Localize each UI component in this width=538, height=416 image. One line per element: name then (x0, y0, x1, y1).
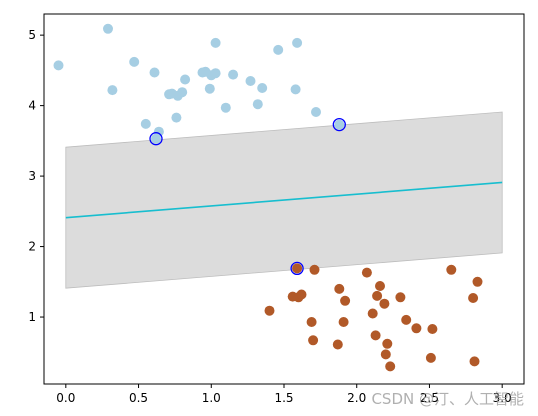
data-point-class-b (425, 352, 436, 363)
x-tick-label: 0.5 (129, 391, 148, 405)
data-point-class-b (296, 289, 307, 300)
data-point-class-b (370, 330, 381, 341)
data-point-class-b (411, 323, 422, 334)
data-point-class-b (361, 267, 372, 278)
data-point-class-a (210, 68, 221, 79)
data-point-class-b (367, 308, 378, 319)
data-point-class-b (379, 298, 390, 309)
data-point-class-b (427, 324, 438, 334)
data-point-class-b (469, 356, 480, 367)
data-point-class-a (334, 119, 345, 130)
y-tick-label: 1 (28, 310, 36, 324)
data-point-class-b (340, 295, 351, 306)
support-vector-marker (332, 117, 346, 132)
data-point-class-b (446, 264, 457, 275)
axes: 0.0 0.5 1.0 1.5 2.0 2.5 3.0 1 2 3 4 5 (28, 13, 525, 405)
y-tick-label: 5 (28, 28, 36, 42)
data-point-class-a (311, 107, 321, 117)
data-point-class-a (245, 76, 256, 86)
data-point-class-b (332, 339, 343, 350)
data-point-class-a (53, 60, 64, 71)
plot-area (53, 23, 503, 372)
data-point-class-b (334, 283, 345, 294)
data-point-class-a (103, 23, 113, 34)
watermark-text: CSDN @汀、人工智能 (371, 390, 524, 408)
data-point-class-b (292, 263, 303, 274)
data-point-class-b (372, 290, 383, 301)
data-point-class-b (338, 317, 349, 327)
data-point-class-a (210, 37, 221, 48)
support-vector-marker (149, 132, 163, 146)
data-point-class-b (401, 314, 412, 325)
data-point-class-a (177, 87, 188, 98)
data-point-class-b (472, 276, 483, 287)
data-point-class-a (107, 85, 118, 96)
x-tick-label: 1.5 (274, 391, 293, 405)
data-point-class-a (252, 99, 263, 110)
data-point-class-b (308, 335, 319, 346)
support-vector-marker (290, 261, 304, 276)
x-tick-label: 3.0 (493, 391, 512, 405)
decision-boundary-line (65, 181, 503, 219)
data-point-class-a (220, 102, 231, 113)
x-tick-label: 1.0 (202, 391, 221, 405)
data-point-class-b (395, 292, 406, 303)
data-point-class-b (385, 361, 396, 372)
data-point-class-b (309, 264, 320, 275)
data-point-class-a (290, 84, 301, 95)
data-point-class-a (273, 44, 284, 55)
data-point-class-a (228, 69, 239, 80)
data-point-class-a (180, 74, 191, 85)
data-point-class-a (151, 133, 161, 144)
y-tick-label: 3 (28, 169, 36, 183)
data-point-class-b (264, 305, 275, 316)
x-tick-label: 2.0 (347, 391, 366, 405)
data-point-class-a (292, 37, 303, 48)
data-point-class-a (257, 83, 268, 93)
y-tick-label: 4 (28, 99, 36, 113)
data-point-class-b (375, 281, 385, 291)
x-tick-label: 2.5 (420, 391, 439, 405)
data-point-class-b (382, 338, 393, 349)
x-tick-label: 0.0 (56, 391, 75, 405)
data-point-class-a (149, 67, 160, 78)
data-point-class-a (171, 112, 182, 123)
y-tick-label: 2 (28, 240, 36, 254)
data-point-class-b (468, 293, 479, 303)
data-point-class-b (306, 317, 317, 327)
data-point-class-a (129, 56, 140, 67)
data-point-class-a (204, 83, 215, 94)
data-point-class-b (380, 349, 391, 360)
data-point-class-a (140, 118, 151, 129)
